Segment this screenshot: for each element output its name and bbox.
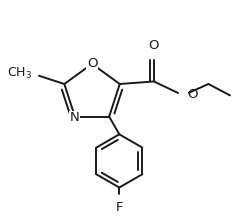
Text: CH$_3$: CH$_3$ [7,65,32,81]
Text: O: O [149,39,159,52]
Text: N: N [69,111,79,124]
Text: O: O [187,88,197,101]
Text: O: O [87,57,97,70]
Text: F: F [116,201,123,214]
